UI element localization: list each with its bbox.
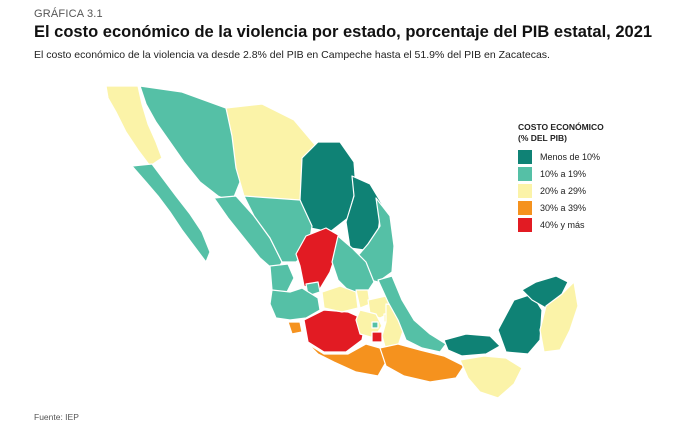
legend-swatch [518, 217, 532, 232]
legend-swatch [518, 149, 532, 164]
legend-title: COSTO ECONÓMICO (% DEL PIB) [518, 122, 628, 144]
legend-item: 20% a 29% [518, 182, 628, 199]
legend-title-line2: (% DEL PIB) [518, 133, 567, 143]
state-tabasco [443, 333, 501, 357]
map-legend: COSTO ECONÓMICO (% DEL PIB) Menos de 10%… [518, 122, 628, 233]
state-baja-california-sur [131, 163, 211, 263]
state-quintana-roo [539, 281, 579, 353]
figure-label: GRÁFICA 3.1 [34, 8, 103, 20]
state-chiapas [459, 355, 523, 399]
source-note: Fuente: IEP [34, 412, 79, 422]
legend-title-line1: COSTO ECONÓMICO [518, 122, 604, 132]
state-campeche [497, 293, 543, 355]
state-oaxaca [379, 343, 465, 383]
state-morelos [371, 331, 383, 343]
legend-label: 20% a 29% [540, 185, 587, 196]
legend-label: 10% a 19% [540, 168, 587, 179]
legend-label: 30% a 39% [540, 202, 587, 213]
state-ciudad-de-mexico [371, 321, 379, 329]
state-zacatecas [295, 227, 341, 293]
state-durango [243, 195, 313, 263]
legend-items: Menos de 10% 10% a 19% 20% a 29% 30% a 3… [518, 148, 628, 233]
state-veracruz [377, 275, 447, 353]
legend-swatch [518, 183, 532, 198]
state-michoacan [303, 309, 367, 353]
legend-swatch [518, 200, 532, 215]
legend-item: 40% y más [518, 216, 628, 233]
legend-swatch [518, 166, 532, 181]
legend-item: 10% a 19% [518, 165, 628, 182]
state-nayarit [269, 263, 295, 295]
state-colima [287, 321, 303, 335]
legend-label: Menos de 10% [540, 151, 601, 162]
legend-label: 40% y más [540, 219, 585, 230]
state-guanajuato [321, 285, 359, 313]
state-jalisco [269, 287, 321, 321]
chart-title: El costo económico de la violencia por e… [34, 23, 653, 41]
chart-subtitle: El costo económico de la violencia va de… [34, 49, 550, 61]
legend-item: Menos de 10% [518, 148, 628, 165]
state-baja-california [105, 85, 163, 167]
legend-item: 30% a 39% [518, 199, 628, 216]
